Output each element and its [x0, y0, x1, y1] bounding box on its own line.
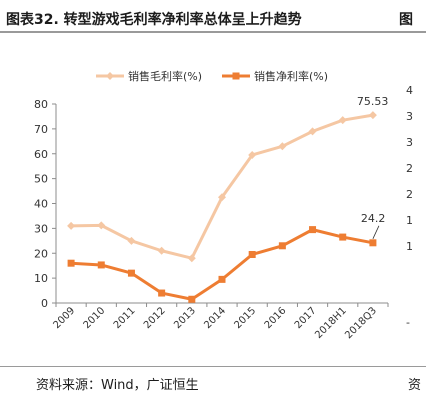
x-tick-label: 2012: [142, 305, 168, 331]
x-tick-label: 2013: [172, 305, 198, 331]
data-point-gross-margin: [218, 193, 226, 202]
adjacent-tick: 1: [406, 214, 413, 227]
y-tick-label: 50: [34, 173, 48, 186]
adjacent-tick: 3: [406, 110, 413, 123]
data-point-gross-margin: [97, 221, 106, 230]
y-tick-label: 80: [34, 98, 48, 111]
x-tick-label: 2017: [293, 305, 319, 331]
footer-rule: [0, 366, 426, 367]
data-point-net-margin: [278, 242, 286, 250]
y-tick-label: 40: [34, 198, 48, 211]
adjacent-tick: 2: [406, 162, 413, 175]
x-tick-label: 2010: [82, 305, 108, 331]
data-point-net-margin: [309, 226, 317, 234]
data-point-net-margin: [188, 295, 196, 303]
legend-label: 销售净利率(%): [254, 69, 328, 83]
data-point-net-margin: [339, 233, 347, 241]
data-point-net-margin: [218, 275, 226, 283]
source-note: 资料来源：Wind，广证恒生: [36, 378, 199, 393]
data-point-gross-margin: [368, 111, 377, 120]
legend-marker: [232, 72, 240, 80]
figure-title: 图表32. 转型游戏毛利率净利率总体呈上升趋势: [6, 12, 302, 28]
x-tick-label: 2014: [202, 305, 228, 331]
y-tick-label: 20: [34, 247, 48, 260]
series-line: [71, 113, 374, 260]
y-tick-label: 70: [34, 123, 48, 136]
adjacent-tick: -: [406, 316, 410, 329]
adjacent-tick: 4: [406, 84, 413, 97]
data-point-net-margin: [127, 269, 135, 277]
data-point-gross-margin: [248, 150, 257, 159]
figure-header: 图表32. 转型游戏毛利率净利率总体呈上升趋势 图: [0, 0, 426, 34]
adjacent-tick: 3: [406, 136, 413, 149]
y-tick-label: 0: [41, 297, 48, 310]
data-point-gross-margin: [157, 246, 166, 255]
x-tick-label: 2018Q3: [343, 305, 379, 341]
data-point-net-margin: [248, 250, 256, 258]
legend-marker: [106, 72, 114, 80]
series-line: [71, 228, 374, 301]
data-point-gross-margin: [67, 221, 76, 230]
adjacent-source-fragment: 资: [408, 378, 422, 393]
data-label: 75.53: [357, 95, 389, 108]
adjacent-tick: 2: [406, 188, 413, 201]
annotation-leader: [372, 225, 380, 239]
x-tick-label: 2018H1: [313, 305, 349, 341]
data-point-net-margin: [369, 239, 377, 247]
y-tick-label: 30: [34, 222, 48, 235]
data-point-gross-margin: [278, 142, 287, 151]
data-point-net-margin: [97, 261, 105, 269]
legend-label: 销售毛利率(%): [128, 69, 202, 83]
y-tick-label: 60: [34, 148, 48, 161]
x-tick-label: 2011: [112, 305, 138, 331]
data-point-net-margin: [67, 259, 75, 267]
data-point-net-margin: [158, 289, 166, 297]
data-label: 24.2: [361, 212, 386, 225]
data-point-gross-margin: [127, 236, 136, 245]
data-point-gross-margin: [187, 254, 196, 263]
header-rule: [0, 31, 426, 33]
data-point-gross-margin: [308, 127, 317, 136]
data-point-gross-margin: [338, 116, 347, 125]
adjacent-chart-axis: 4 3 3 2 2 1 1 -: [402, 70, 426, 330]
x-tick-label: 2015: [233, 305, 259, 331]
y-tick-label: 10: [34, 272, 48, 285]
x-tick-label: 2016: [263, 305, 289, 331]
adjacent-figure-title-fragment: 图: [399, 12, 413, 28]
x-tick-label: 2009: [51, 305, 77, 331]
adjacent-tick: 1: [406, 240, 413, 253]
